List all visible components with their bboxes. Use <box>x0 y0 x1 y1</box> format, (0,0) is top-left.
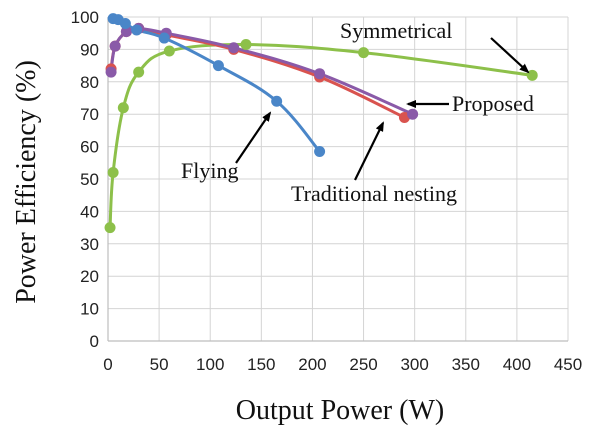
grid-lines <box>107 16 569 342</box>
data-point-symmetrical <box>358 47 370 59</box>
x-tick-label: 350 <box>452 355 480 374</box>
data-point-flying <box>131 24 143 36</box>
data-point-proposed <box>314 68 326 80</box>
arrow-symmetrical <box>490 37 530 74</box>
arrow-flying <box>235 111 272 164</box>
data-point-symmetrical <box>240 39 252 51</box>
annotations: Symmetrical Proposed Flying Traditional … <box>181 18 534 206</box>
y-tick-label: 90 <box>80 40 99 59</box>
x-tick-label: 50 <box>150 355 169 374</box>
data-point-proposed <box>120 26 132 38</box>
x-tick-label: 150 <box>247 355 275 374</box>
annotation-symmetrical: Symmetrical <box>340 18 452 43</box>
data-point-flying <box>271 95 283 107</box>
x-axis-title: Output Power (W) <box>236 395 444 426</box>
x-tick-label: 300 <box>400 355 428 374</box>
y-tick-label: 0 <box>90 332 99 351</box>
data-points <box>104 13 538 234</box>
x-tick-label: 400 <box>503 355 531 374</box>
x-tick-label: 0 <box>103 355 112 374</box>
y-tick-label: 50 <box>80 170 99 189</box>
data-point-symmetrical <box>117 102 129 114</box>
annotation-flying: Flying <box>181 158 238 183</box>
annotation-proposed: Proposed <box>452 91 534 116</box>
data-point-flying <box>158 32 170 44</box>
y-tick-label: 60 <box>80 138 99 157</box>
tick-labels: 0 10 20 30 40 50 60 70 80 90 100 0 50 100 150 200 250 300… <box>71 8 583 374</box>
data-point-symmetrical <box>104 222 116 234</box>
y-tick-label: 40 <box>80 202 99 221</box>
y-tick-label: 80 <box>80 73 99 92</box>
y-tick-label: 20 <box>80 267 99 286</box>
y-tick-label: 100 <box>71 8 99 27</box>
data-point-symmetrical <box>107 167 119 179</box>
data-point-flying <box>119 17 131 29</box>
y-tick-label: 10 <box>80 300 99 319</box>
data-point-symmetrical <box>163 45 175 57</box>
x-tick-label: 100 <box>196 355 224 374</box>
y-tick-label: 30 <box>80 235 99 254</box>
data-point-proposed <box>109 40 121 52</box>
y-tick-label: 70 <box>80 105 99 124</box>
data-point-proposed <box>407 108 419 120</box>
series-line-flying <box>111 17 322 153</box>
data-point-proposed <box>105 66 117 78</box>
y-axis-title: Power Efficiency (%) <box>11 60 42 304</box>
x-tick-label: 200 <box>298 355 326 374</box>
data-point-flying <box>314 145 326 157</box>
x-tick-label: 450 <box>554 355 582 374</box>
annotation-traditional-nesting: Traditional nesting <box>291 181 457 206</box>
x-tick-label: 250 <box>349 355 377 374</box>
arrow-traditional-nesting <box>354 121 384 181</box>
data-point-symmetrical <box>133 66 145 78</box>
data-point-flying <box>212 60 224 72</box>
data-point-proposed <box>228 42 240 54</box>
